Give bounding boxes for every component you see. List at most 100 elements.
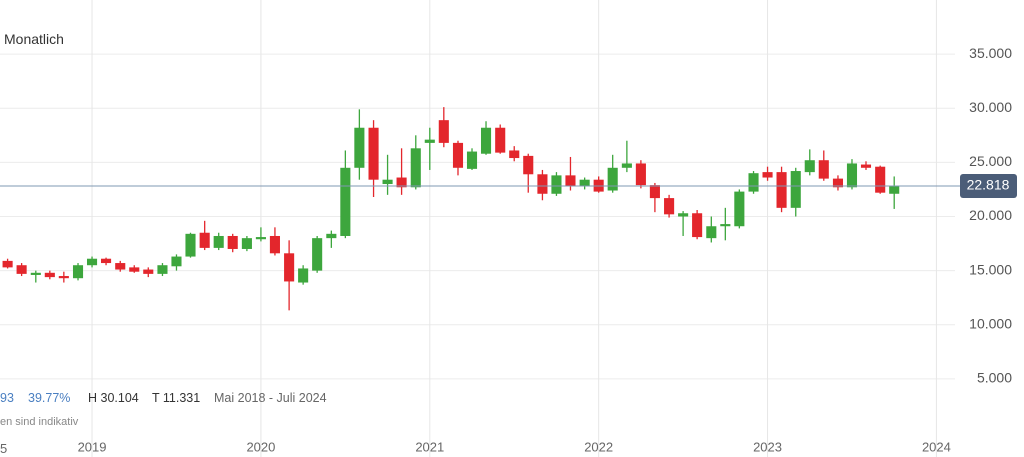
candle-body bbox=[101, 258, 112, 264]
candle-body bbox=[312, 238, 323, 271]
candle bbox=[790, 167, 801, 217]
candle bbox=[2, 258, 13, 269]
candle-body bbox=[762, 172, 773, 178]
current-price-label: 22.818 bbox=[967, 177, 1010, 193]
candle bbox=[776, 166, 787, 213]
candle-body bbox=[199, 232, 210, 248]
candle bbox=[889, 176, 900, 209]
candle-body bbox=[495, 127, 506, 153]
candle-body bbox=[846, 163, 858, 188]
candle bbox=[579, 177, 590, 190]
candle-body bbox=[860, 164, 872, 168]
y-tick-label: 25.000 bbox=[969, 153, 1012, 169]
candle bbox=[748, 171, 759, 194]
candle-body bbox=[635, 163, 646, 186]
candle bbox=[157, 263, 168, 277]
candle bbox=[30, 270, 41, 283]
candle-body bbox=[734, 191, 745, 227]
candle-body bbox=[340, 167, 351, 236]
candle bbox=[58, 271, 69, 283]
candle-body bbox=[509, 150, 520, 159]
candle bbox=[692, 210, 703, 240]
candle bbox=[86, 256, 98, 268]
candle bbox=[171, 254, 182, 271]
candle-body bbox=[227, 235, 238, 249]
candle-body bbox=[621, 163, 632, 168]
candle-body bbox=[664, 198, 675, 215]
candle-body bbox=[649, 185, 660, 199]
candle bbox=[593, 176, 604, 193]
candle bbox=[129, 265, 140, 273]
candle-body bbox=[354, 127, 365, 168]
x-label-fragment: 5 bbox=[0, 441, 8, 456]
candle bbox=[185, 232, 196, 258]
candle bbox=[199, 220, 210, 251]
y-tick-label: 30.000 bbox=[969, 99, 1012, 115]
candle-body bbox=[326, 233, 337, 239]
low: T 11.331 bbox=[152, 391, 201, 405]
candle-body bbox=[424, 139, 435, 143]
candle bbox=[368, 120, 379, 198]
candle-body bbox=[255, 237, 266, 240]
candle-body bbox=[889, 185, 900, 194]
candle bbox=[734, 189, 745, 229]
candle-body bbox=[720, 224, 731, 227]
candle-body bbox=[678, 213, 689, 217]
candle bbox=[255, 227, 266, 242]
change-pct: 39.77% bbox=[28, 391, 71, 405]
high: H 30.104 bbox=[88, 391, 139, 405]
candle-body bbox=[776, 172, 787, 208]
candle-body bbox=[410, 148, 421, 188]
candle bbox=[410, 135, 421, 190]
candle-body bbox=[269, 235, 280, 254]
x-tick-label: 2022 bbox=[584, 439, 613, 454]
candle-body bbox=[171, 256, 182, 267]
candle bbox=[537, 169, 548, 201]
x-tick-label: 2024 bbox=[922, 439, 951, 454]
candle bbox=[16, 263, 27, 277]
candle bbox=[635, 160, 646, 189]
candle bbox=[706, 216, 717, 243]
candle-body bbox=[58, 276, 69, 279]
candle bbox=[438, 107, 449, 148]
candle-body bbox=[72, 265, 84, 279]
candle bbox=[509, 146, 520, 162]
candle-body bbox=[284, 253, 295, 282]
candle-body bbox=[298, 268, 309, 283]
candle-body bbox=[565, 175, 576, 187]
candle bbox=[115, 260, 126, 272]
footnote: en sind indikativ bbox=[0, 416, 79, 428]
x-tick-label: 2023 bbox=[753, 439, 782, 454]
candle-body bbox=[396, 177, 407, 188]
candle-body bbox=[382, 179, 393, 185]
candle-body bbox=[368, 127, 379, 180]
candle bbox=[354, 109, 365, 180]
candle bbox=[269, 227, 280, 256]
candle bbox=[466, 148, 478, 170]
candle-body bbox=[185, 233, 196, 257]
candle-body bbox=[157, 265, 168, 274]
change: 93 bbox=[0, 391, 14, 405]
candle bbox=[452, 140, 464, 176]
candle-body bbox=[452, 142, 464, 168]
candle bbox=[860, 161, 872, 170]
candle bbox=[846, 159, 858, 190]
x-tick-label: 2020 bbox=[246, 439, 275, 454]
candle bbox=[875, 165, 886, 194]
candle bbox=[298, 265, 309, 285]
candle bbox=[762, 166, 773, 181]
candle-body bbox=[480, 127, 492, 154]
candle bbox=[396, 148, 407, 195]
interval-button[interactable]: Monatlich bbox=[4, 31, 64, 47]
candle bbox=[213, 232, 224, 251]
candle-body bbox=[706, 226, 717, 239]
candle-body bbox=[86, 258, 98, 266]
candle-body bbox=[438, 120, 449, 143]
candle bbox=[720, 207, 731, 241]
candle-body bbox=[115, 263, 126, 270]
candle bbox=[804, 149, 815, 176]
candle-body bbox=[748, 173, 759, 192]
candle bbox=[480, 121, 492, 155]
candle bbox=[101, 257, 112, 266]
y-tick-label: 35.000 bbox=[969, 45, 1012, 61]
